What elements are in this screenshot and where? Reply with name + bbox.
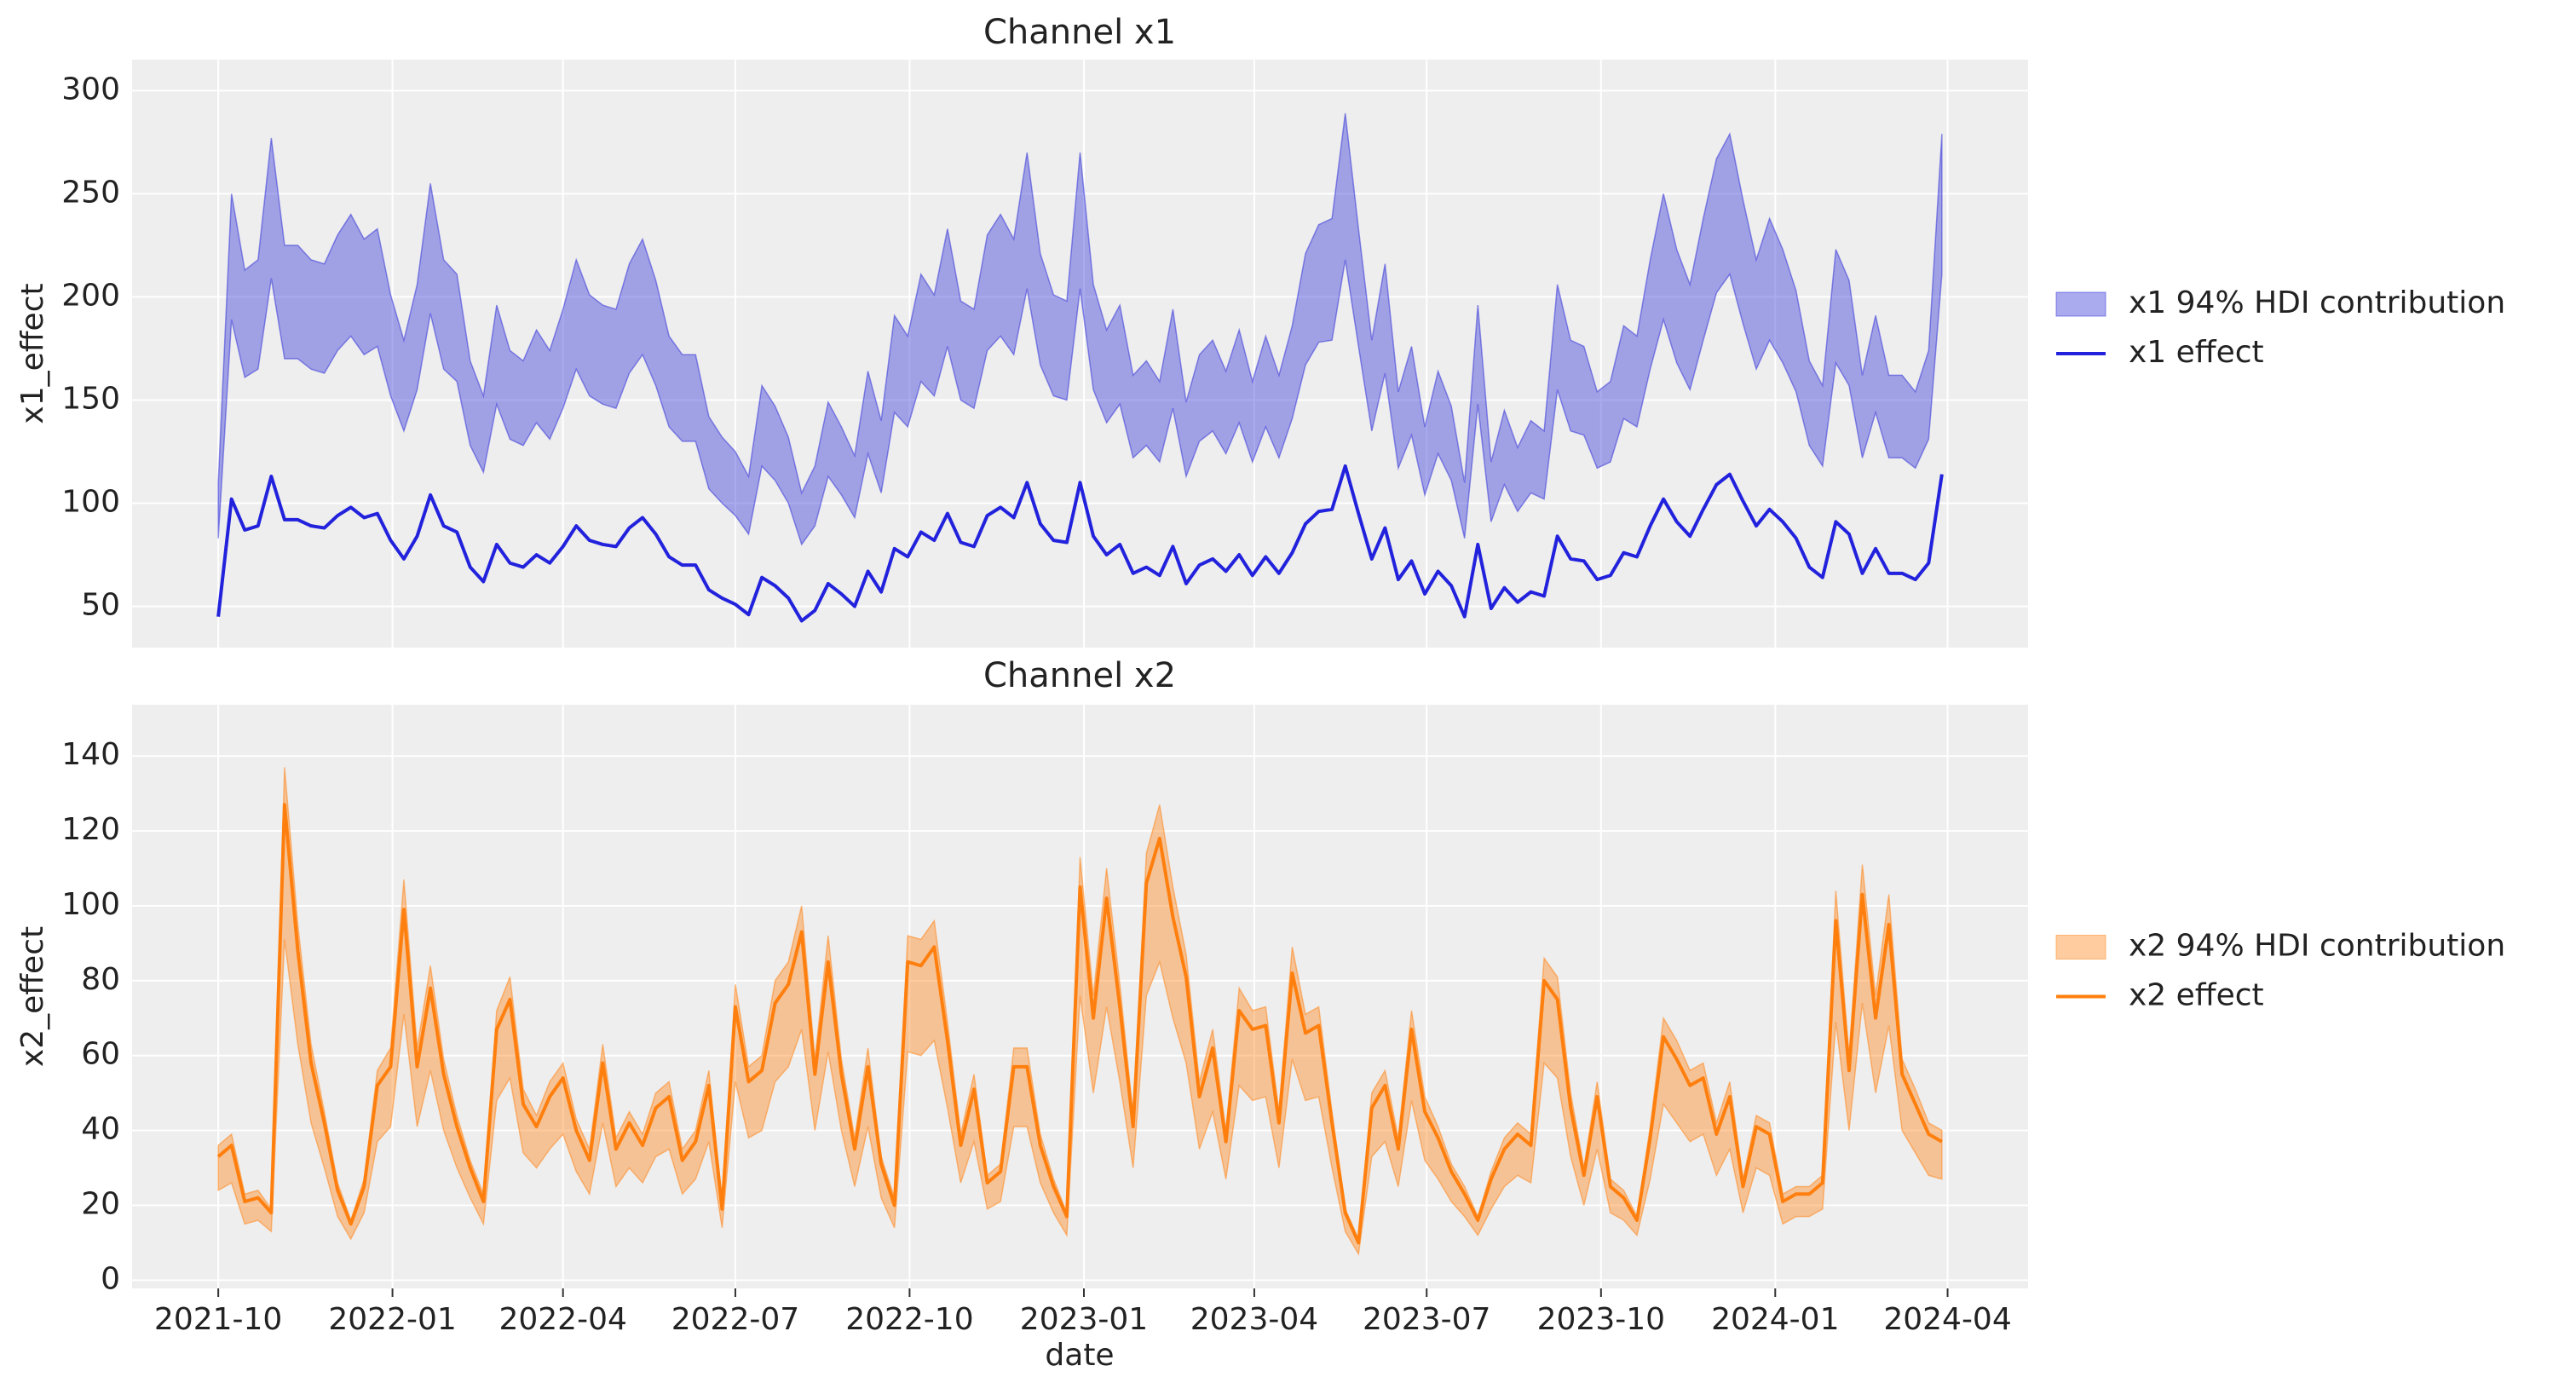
legend-label: x2 94% HDI contribution [2129, 929, 2505, 964]
y-tick-label: 50 [81, 588, 120, 623]
x-axis-label: date [1045, 1338, 1114, 1373]
y-tick-label: 100 [61, 887, 120, 922]
x-tick-label: 2022-07 [671, 1302, 799, 1337]
y-tick-label: 100 [61, 485, 120, 520]
y-tick-label: 80 [81, 962, 120, 997]
chart-title: Channel x1 [983, 13, 1176, 52]
legend-label: x1 effect [2129, 335, 2264, 370]
line [216, 803, 1943, 1245]
x-tick-label: 2023-01 [1020, 1302, 1148, 1337]
x-tick-label: 2024-01 [1711, 1302, 1839, 1337]
x-tick-label: 2024-04 [1883, 1302, 2011, 1337]
y-tick-label: 120 [61, 812, 120, 847]
y-axis-label: x2_effect [15, 926, 50, 1067]
x-tick-label: 2022-10 [845, 1302, 973, 1337]
y-tick-label: 60 [81, 1037, 120, 1072]
y-tick-label: 140 [61, 737, 120, 772]
hdi-band [217, 767, 1943, 1256]
y-tick-label: 300 [61, 72, 120, 107]
legend-swatch [2055, 935, 2106, 959]
chart-title: Channel x2 [983, 656, 1176, 695]
x-tick-label: 2022-04 [498, 1302, 626, 1337]
x-tick-label: 2023-10 [1537, 1302, 1665, 1337]
y-tick-label: 150 [61, 381, 120, 416]
y-tick-label: 40 [81, 1112, 120, 1147]
legend-label: x1 94% HDI contribution [2129, 285, 2505, 320]
y-tick-label: 0 [101, 1261, 120, 1296]
y-tick-label: 250 [61, 175, 120, 210]
legend-swatch [2055, 291, 2106, 317]
line [216, 464, 1944, 623]
x-tick-label: 2021-10 [154, 1302, 282, 1337]
x-tick-label: 2023-04 [1190, 1302, 1318, 1337]
y-tick-label: 200 [61, 278, 120, 313]
x-tick-label: 2023-07 [1363, 1302, 1490, 1337]
legend-label: x2 effect [2129, 978, 2264, 1013]
hdi-band [217, 112, 1943, 546]
x-tick-label: 2022-01 [328, 1302, 456, 1337]
y-axis-label: x1_effect [15, 283, 50, 424]
y-tick-label: 20 [81, 1186, 120, 1221]
